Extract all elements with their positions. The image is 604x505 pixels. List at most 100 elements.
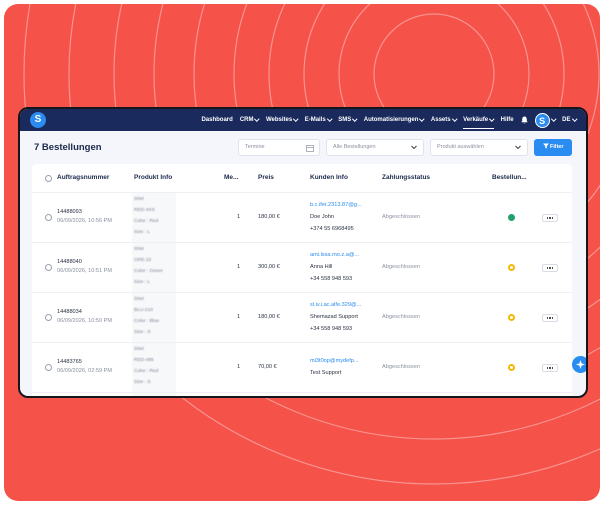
nav-label: Hilfe xyxy=(500,117,514,123)
header-checkbox[interactable] xyxy=(45,175,52,182)
nav-menu: Dashboard CRM Websites E-Mails SMS Automatisi… xyxy=(201,109,577,131)
row-checkbox[interactable] xyxy=(45,314,52,321)
row-checkbox[interactable] xyxy=(45,214,52,221)
column-header: Bestellun... xyxy=(492,174,527,181)
order-date: 06/09/2026, 10:51 PM xyxy=(57,268,113,274)
nav-item[interactable]: Websites xyxy=(265,109,299,131)
table-row: 14488040 06/09/2026, 10:51 PM Shirt GRE-22 C… xyxy=(32,242,572,293)
column-header: Produkt Info xyxy=(134,174,173,181)
customer-detail: Test Support xyxy=(310,370,342,376)
quantity: 1 xyxy=(237,214,241,220)
customer-email[interactable]: mi3t0op@mydefp... xyxy=(310,358,359,364)
order-date: 06/09/2026, 02:59 PM xyxy=(57,368,113,374)
page-title: 7 Bestellungen xyxy=(34,142,102,153)
customer-detail: +34 558 948 593 xyxy=(310,326,353,332)
payment-status: Abgeschlossen xyxy=(382,364,420,370)
product-line: Color : Green xyxy=(134,269,163,274)
pending-dot xyxy=(510,266,513,269)
nav-item[interactable]: SMS xyxy=(338,109,358,131)
product-line: Size : S xyxy=(134,380,151,385)
logo[interactable]: S xyxy=(30,112,46,128)
chevron xyxy=(451,116,457,122)
chevron xyxy=(352,116,358,122)
customer-email[interactable]: ami.lssa.mo.z.a@... xyxy=(310,252,360,258)
product-info: Shirt BLU-210 Color : Blue Size : S xyxy=(132,293,176,343)
orders-select[interactable]: Alle Bestellungen xyxy=(326,139,424,156)
pending-dot xyxy=(510,316,513,319)
table-row: 14483759Shirt170,00 €fiyvenwd@tmpmail... xyxy=(32,392,572,396)
filter-icon xyxy=(542,143,549,149)
quantity: 1 xyxy=(237,364,241,370)
notification-bell[interactable] xyxy=(520,116,528,124)
customer-email[interactable]: b.c.ifer.2313.87@g... xyxy=(310,202,362,208)
order-number: 14488093 xyxy=(57,209,82,215)
product-info: Shirt xyxy=(132,393,176,396)
row-actions[interactable] xyxy=(542,264,558,272)
product-select[interactable]: Produkt auswählen xyxy=(430,139,528,156)
product-line: Shirt xyxy=(134,347,144,352)
user-menu[interactable]: S xyxy=(534,109,556,131)
row-checkbox[interactable] xyxy=(45,264,52,271)
customer-email[interactable]: sl.iv.i.ac.alfe.329@... xyxy=(310,302,362,308)
check-icon xyxy=(509,221,514,226)
nav-label: SMS xyxy=(338,117,352,123)
row-actions[interactable] xyxy=(542,364,558,372)
product-line: Shirt xyxy=(134,297,144,302)
product-line: Shirt xyxy=(134,247,144,252)
order-status-icon xyxy=(508,214,515,226)
payment-status: Abgeschlossen xyxy=(382,314,420,320)
background: S Dashboard CRM Websites E-Mails SMS Automati… xyxy=(4,4,600,501)
nav-label: Assets xyxy=(430,117,451,123)
price: 180,00 € xyxy=(258,214,280,220)
product-line: Shirt xyxy=(134,197,144,202)
quantity: 1 xyxy=(237,314,241,320)
product-info: Shirt RED-495 Color : Red Size : S xyxy=(132,343,176,393)
product-info: Shirt GRE-22 Color : Green Size : L xyxy=(132,243,176,293)
order-date: 06/09/2026, 10:50 PM xyxy=(57,318,113,324)
row-checkbox[interactable] xyxy=(45,364,52,371)
nav-item[interactable]: Verkäufe xyxy=(463,109,495,131)
nav-label: Verkäufe xyxy=(463,117,489,123)
nav-item[interactable]: CRM xyxy=(240,109,260,131)
chevron xyxy=(571,116,577,122)
row-actions[interactable] xyxy=(542,314,558,322)
date-input[interactable]: Termine xyxy=(238,139,320,156)
nav-item[interactable]: E-Mails xyxy=(305,109,332,131)
product-line: GRE-22 xyxy=(134,258,152,263)
table-row: 14488034 06/09/2026, 10:50 PM Shirt BLU-210… xyxy=(32,292,572,343)
price: 70,00 € xyxy=(258,364,277,370)
order-number: 14483765 xyxy=(57,359,82,365)
column-header: Kunden Info xyxy=(310,174,348,181)
chevron xyxy=(550,116,556,122)
product-line: Color : Red xyxy=(134,219,159,224)
chevron xyxy=(254,116,260,122)
customer-detail: +34 558 948 593 xyxy=(310,276,353,282)
nav-item[interactable]: Hilfe xyxy=(501,109,514,131)
column-header: Me... xyxy=(224,174,239,181)
product-line: Size : L xyxy=(134,230,150,235)
product-line: Color : Red xyxy=(134,369,159,374)
nav-label: Websites xyxy=(265,117,293,123)
price: 180,00 € xyxy=(258,314,280,320)
chevron xyxy=(327,116,332,122)
filter-button[interactable]: Filter xyxy=(534,139,572,156)
order-status-icon xyxy=(508,264,515,271)
nav-item[interactable]: Automatisierungen xyxy=(364,109,425,131)
chevron xyxy=(293,116,299,122)
language-menu[interactable]: DE xyxy=(562,109,577,131)
order-status-icon xyxy=(508,314,515,321)
nav-item[interactable]: Dashboard xyxy=(201,109,232,131)
product-line: RED-495 xyxy=(134,358,154,363)
row-actions[interactable] xyxy=(542,214,558,222)
table-row: 14488093 06/09/2026, 10:56 PM Shirt RED-4XS… xyxy=(32,192,572,243)
placeholder: Termine xyxy=(245,144,265,150)
assistant-button[interactable] xyxy=(572,356,586,373)
avatar: S xyxy=(534,112,550,128)
payment-status: Abgeschlossen xyxy=(382,264,420,270)
price: 300,00 € xyxy=(258,264,280,270)
calendar-icon xyxy=(306,145,314,152)
customer-detail: Anna Hill xyxy=(310,264,333,270)
order-number: 14488034 xyxy=(57,309,82,315)
nav-item[interactable]: Assets xyxy=(430,109,457,131)
